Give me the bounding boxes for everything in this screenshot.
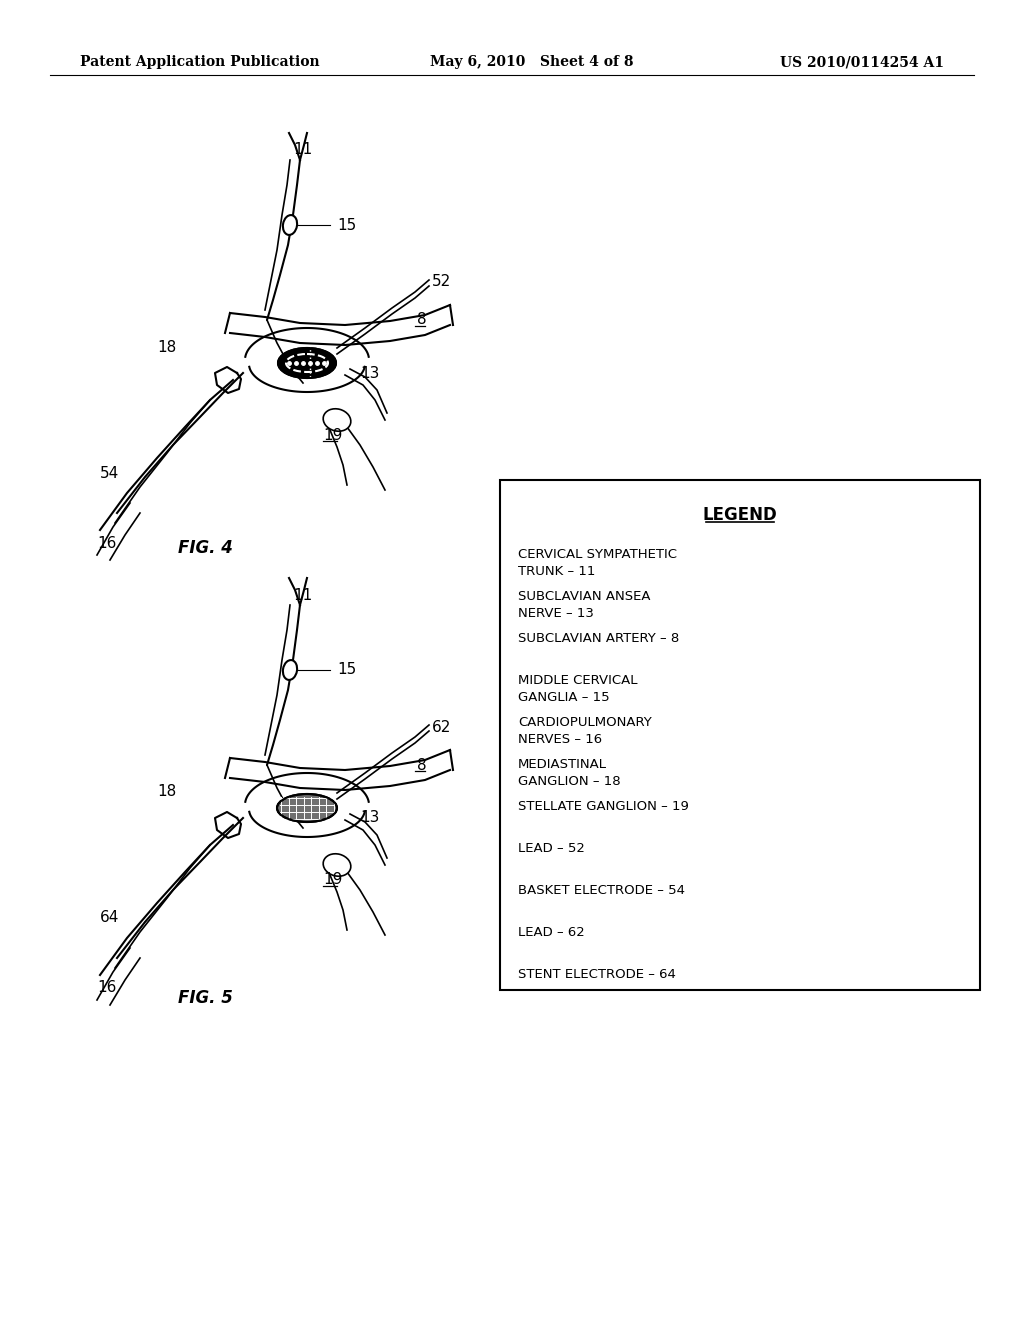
Text: 18: 18 [157,339,176,355]
Text: US 2010/0114254 A1: US 2010/0114254 A1 [780,55,944,69]
Text: 13: 13 [360,810,379,825]
Text: May 6, 2010   Sheet 4 of 8: May 6, 2010 Sheet 4 of 8 [430,55,634,69]
Text: LEAD – 62: LEAD – 62 [518,927,585,939]
Text: MIDDLE CERVICAL
GANGLIA – 15: MIDDLE CERVICAL GANGLIA – 15 [518,675,638,704]
Text: 64: 64 [100,911,120,925]
Text: Patent Application Publication: Patent Application Publication [80,55,319,69]
Text: LEAD – 52: LEAD – 52 [518,842,585,855]
Text: 8: 8 [417,313,427,327]
Text: 54: 54 [100,466,119,480]
Text: SUBCLAVIAN ARTERY – 8: SUBCLAVIAN ARTERY – 8 [518,632,679,645]
Text: 11: 11 [293,587,312,602]
Text: 8: 8 [417,758,427,772]
Text: FIG. 4: FIG. 4 [177,539,232,557]
Text: 11: 11 [293,143,312,157]
Text: BASKET ELECTRODE – 54: BASKET ELECTRODE – 54 [518,884,685,898]
Text: 16: 16 [97,536,117,550]
Ellipse shape [278,795,337,822]
Text: 18: 18 [157,784,176,800]
Text: SUBCLAVIAN ANSEA
NERVE – 13: SUBCLAVIAN ANSEA NERVE – 13 [518,590,650,620]
Text: 13: 13 [360,366,379,380]
Ellipse shape [324,409,351,432]
Text: 62: 62 [432,719,452,734]
Polygon shape [215,367,241,393]
Ellipse shape [283,660,297,680]
Ellipse shape [278,348,336,378]
Ellipse shape [283,215,297,235]
Text: 19: 19 [323,873,342,887]
Text: 52: 52 [432,275,452,289]
Text: STELLATE GANGLION – 19: STELLATE GANGLION – 19 [518,800,689,813]
Text: 15: 15 [337,663,356,677]
Text: 19: 19 [323,428,342,442]
Text: FIG. 5: FIG. 5 [177,989,232,1007]
Text: LEGEND: LEGEND [702,506,777,524]
Text: MEDIASTINAL
GANGLION – 18: MEDIASTINAL GANGLION – 18 [518,758,621,788]
Polygon shape [215,812,241,838]
Text: 16: 16 [97,981,117,995]
Ellipse shape [324,854,351,876]
Text: STENT ELECTRODE – 64: STENT ELECTRODE – 64 [518,968,676,981]
Text: CARDIOPULMONARY
NERVES – 16: CARDIOPULMONARY NERVES – 16 [518,715,651,746]
Text: CERVICAL SYMPATHETIC
TRUNK – 11: CERVICAL SYMPATHETIC TRUNK – 11 [518,548,677,578]
Text: 15: 15 [337,218,356,232]
FancyBboxPatch shape [500,480,980,990]
